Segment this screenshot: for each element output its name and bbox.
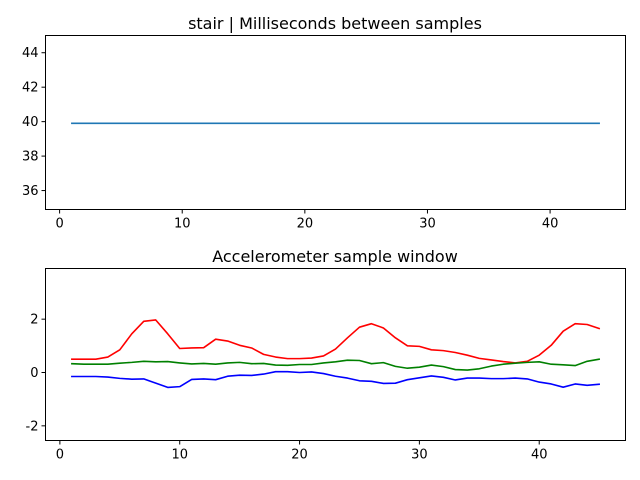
y-tick-label: -2 [26, 419, 39, 434]
x-tick-label: 40 [531, 448, 548, 463]
y-tick-label: 40 [22, 115, 39, 130]
x-tick-label: 20 [291, 448, 308, 463]
x-tick-label: 40 [542, 217, 559, 232]
axis-ticks: 0 10 20 30 40 -2 0 2 [26, 313, 548, 463]
y-tick-label: 36 [22, 184, 39, 199]
chart-title: Accelerometer sample window [212, 247, 458, 266]
x-tick-label: 0 [56, 448, 64, 463]
chart-accelerometer-sample-window: Accelerometer sample window 0 10 20 30 40-20… [26, 247, 626, 463]
axes-frame [45, 268, 626, 441]
x-tick-label: 10 [174, 217, 191, 232]
y-tick-label: 2 [30, 313, 38, 328]
chart-milliseconds-between-samples: stair | Milliseconds between samples 0 10… [22, 14, 626, 232]
x-tick-label: 0 [55, 217, 63, 232]
y-tick-label: 38 [22, 150, 39, 165]
x-tick-label: 10 [171, 448, 188, 463]
x-tick-label: 20 [297, 217, 314, 232]
series-line-2 [71, 370, 601, 389]
axes-frame [45, 35, 626, 210]
series-line-1 [71, 358, 601, 371]
plot-area [71, 319, 601, 389]
y-tick-label: 42 [22, 81, 39, 96]
chart-title: stair | Milliseconds between samples [188, 14, 482, 33]
x-tick-label: 30 [411, 448, 428, 463]
series-line-0 [71, 319, 601, 364]
axis-ticks: 0 10 20 30 40 36 38 40 42 44 [22, 46, 558, 231]
y-tick-label: 0 [30, 366, 38, 381]
x-tick-label: 30 [419, 217, 436, 232]
y-tick-label: 44 [22, 46, 39, 61]
